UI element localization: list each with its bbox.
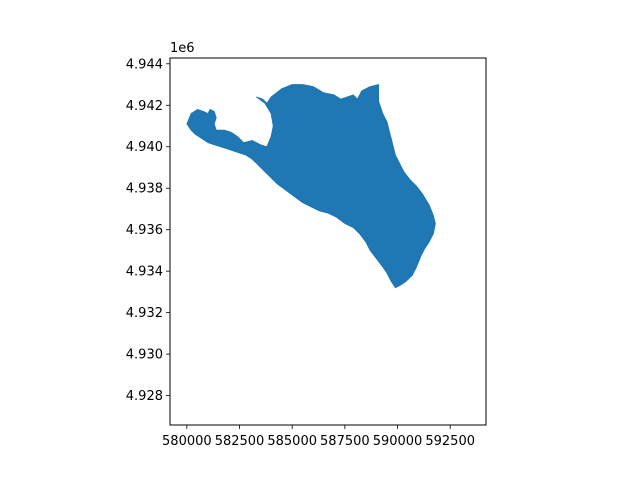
y-tick-label: 4.942 [126, 99, 163, 114]
y-tick-label: 4.928 [126, 389, 163, 404]
region-polygon-layer [186, 84, 436, 289]
y-tick-label: 4.934 [126, 265, 163, 280]
x-tick-label: 587500 [320, 434, 370, 449]
y-tick-label: 4.932 [126, 306, 163, 321]
x-axis-ticks: 580000 582500 585000 587500 590000 592500 [162, 425, 475, 449]
y-tick-label: 4.936 [126, 223, 163, 238]
y-tick-label: 4.930 [126, 348, 163, 363]
y-axis-ticks: 4.928 4.930 4.932 4.934 4.936 4.938 4.940 4.942… [126, 57, 170, 404]
y-axis-offset-label: 1e6 [170, 41, 195, 56]
region-polygon [186, 84, 436, 289]
y-tick-label: 4.938 [126, 182, 163, 197]
y-tick-label: 4.944 [126, 57, 163, 72]
x-tick-label: 582500 [215, 434, 265, 449]
x-tick-label: 590000 [373, 434, 423, 449]
x-tick-label: 585000 [267, 434, 317, 449]
axes-frame [169, 57, 487, 426]
y-tick-label: 4.940 [126, 140, 163, 155]
x-tick-label: 592500 [425, 434, 475, 449]
x-tick-label: 580000 [162, 434, 212, 449]
